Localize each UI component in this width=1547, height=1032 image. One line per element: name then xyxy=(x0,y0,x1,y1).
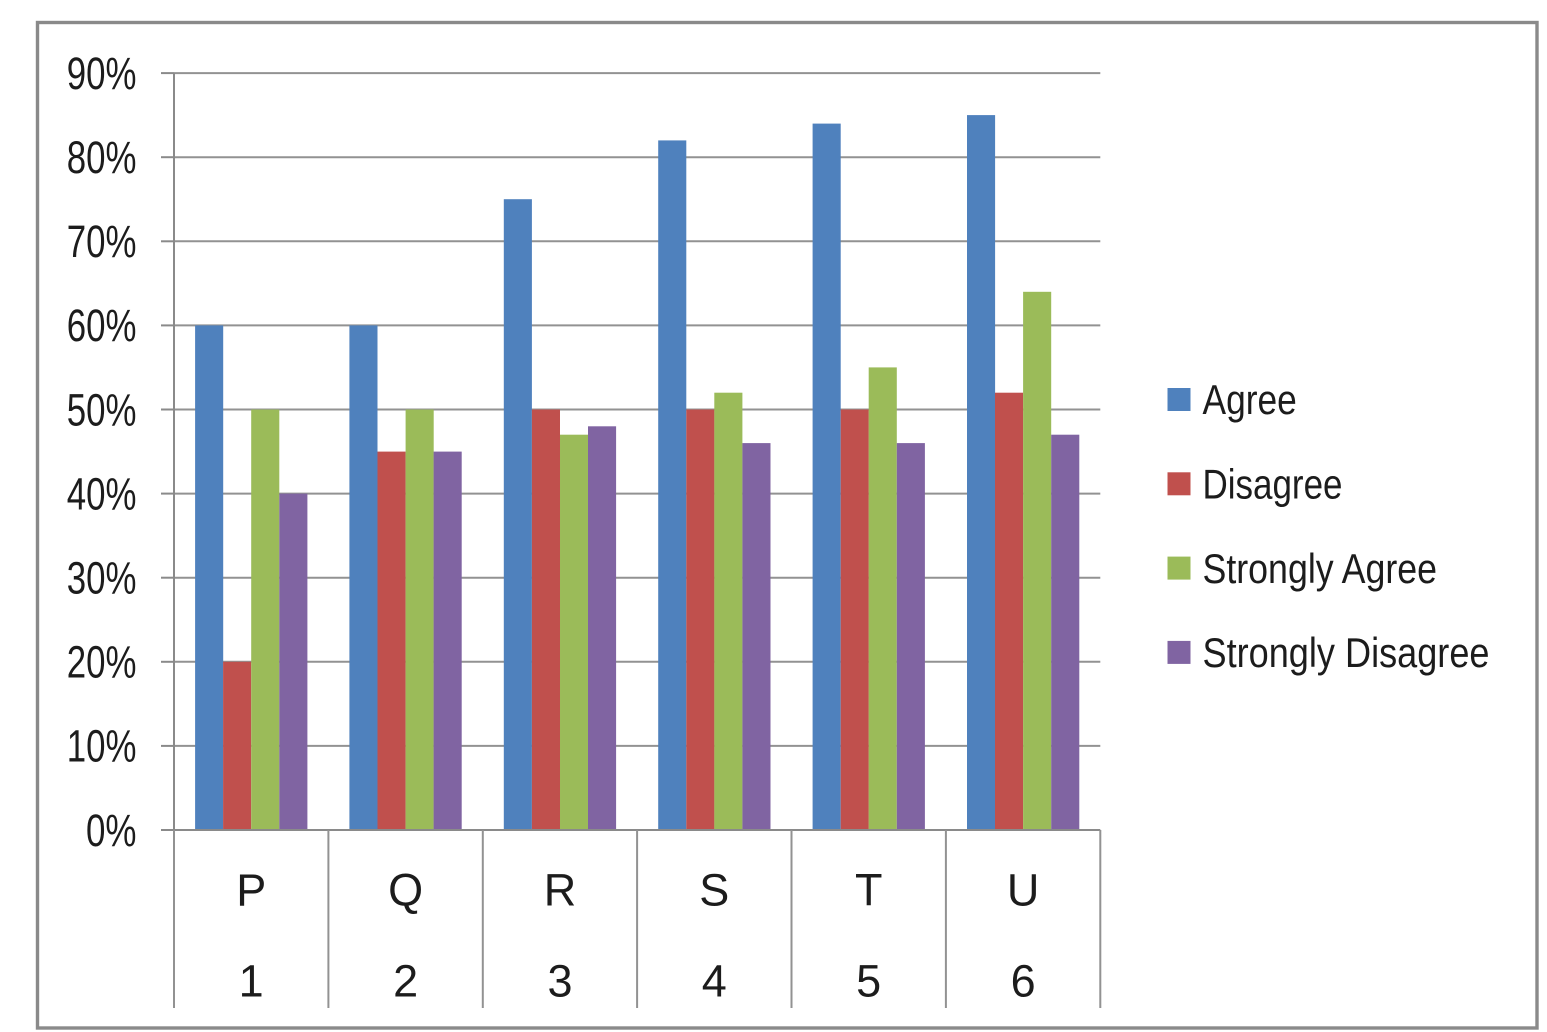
svg-text:1: 1 xyxy=(239,956,264,1007)
svg-text:50%: 50% xyxy=(67,384,137,435)
svg-text:20%: 20% xyxy=(67,637,137,688)
svg-text:T: T xyxy=(855,865,883,916)
svg-text:Strongly Agree: Strongly Agree xyxy=(1203,545,1438,592)
svg-text:2: 2 xyxy=(393,956,418,1007)
svg-text:80%: 80% xyxy=(67,132,137,183)
svg-text:40%: 40% xyxy=(67,468,137,519)
svg-text:60%: 60% xyxy=(67,300,137,351)
svg-text:Agree: Agree xyxy=(1203,376,1297,423)
svg-text:P: P xyxy=(236,865,266,916)
svg-text:Disagree: Disagree xyxy=(1203,461,1343,508)
svg-text:R: R xyxy=(544,865,577,916)
svg-text:6: 6 xyxy=(1011,956,1036,1007)
svg-text:Q: Q xyxy=(388,865,423,916)
svg-text:70%: 70% xyxy=(67,216,137,267)
svg-text:U: U xyxy=(1007,865,1040,916)
svg-text:4: 4 xyxy=(702,956,727,1007)
svg-text:3: 3 xyxy=(547,956,572,1007)
svg-text:S: S xyxy=(699,865,729,916)
svg-text:0%: 0% xyxy=(86,805,137,856)
svg-text:10%: 10% xyxy=(67,721,137,772)
svg-text:Strongly Disagree: Strongly Disagree xyxy=(1203,629,1490,676)
svg-text:90%: 90% xyxy=(67,48,137,99)
svg-text:30%: 30% xyxy=(67,553,137,604)
svg-text:5: 5 xyxy=(856,956,881,1007)
